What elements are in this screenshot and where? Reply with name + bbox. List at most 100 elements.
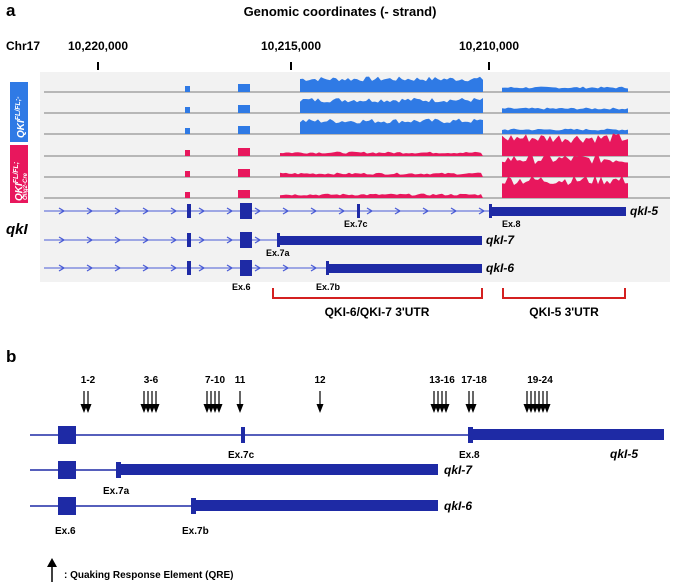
intron-direction-icon bbox=[226, 207, 234, 215]
coverage-profile bbox=[300, 76, 483, 92]
intron-direction-icon bbox=[394, 207, 402, 215]
coverage-profile bbox=[502, 107, 628, 113]
coverage-profile bbox=[300, 97, 483, 113]
qki7-exon-7a-start-b bbox=[116, 462, 121, 478]
coordinate-label-1: 10,220,000 bbox=[68, 39, 128, 53]
intron-direction-icon bbox=[114, 207, 122, 215]
group1-genotype: FL/FL;- bbox=[15, 96, 22, 120]
utr-bracket-qki5 bbox=[502, 288, 626, 299]
qre-arrow-head bbox=[152, 404, 160, 413]
qki5-exon-8 bbox=[490, 207, 626, 216]
intron-direction-icon bbox=[282, 264, 290, 272]
coverage-tracks bbox=[44, 76, 670, 199]
qre-group-label: 7-10 bbox=[205, 375, 225, 386]
coordinate-label-2: 10,215,000 bbox=[261, 39, 321, 53]
qre-arrow-head bbox=[236, 404, 244, 413]
qre-group-label: 1-2 bbox=[81, 375, 96, 386]
coverage-profile bbox=[280, 193, 483, 198]
utr-label-qki6-7: QKI-6/QKI-7 3'UTR bbox=[325, 305, 430, 319]
isoform-label-qki7-b: qkI-7 bbox=[444, 463, 473, 477]
intron-direction-icon bbox=[282, 207, 290, 215]
coverage-peak bbox=[238, 148, 250, 156]
qki6-exon-7b bbox=[327, 264, 482, 273]
exon-label-7a-b: Ex.7a bbox=[103, 486, 130, 497]
coverage-peak bbox=[185, 107, 190, 113]
qre-group-label: 11 bbox=[235, 375, 246, 386]
panel-a: a Genomic coordinates (- strand) Chr17 1… bbox=[6, 1, 670, 319]
intron-direction-icon bbox=[226, 264, 234, 272]
exon-label-8-b: Ex.8 bbox=[459, 450, 480, 461]
coverage-peak bbox=[238, 105, 250, 113]
qki5-exon-8-start bbox=[489, 204, 492, 218]
coverage-profile bbox=[502, 128, 628, 134]
qki5-exon-7c bbox=[357, 204, 360, 218]
intron-direction-icon bbox=[254, 236, 262, 244]
coverage-peak bbox=[185, 128, 190, 134]
qki6-exon-7b-b bbox=[195, 500, 438, 511]
coverage-profile bbox=[280, 151, 483, 156]
coverage-peak bbox=[238, 190, 250, 198]
intron-arrows bbox=[58, 207, 486, 272]
qki7-exon-6 bbox=[240, 232, 252, 248]
coverage-profile bbox=[502, 133, 628, 156]
isoform-label-qki6: qkI-6 bbox=[486, 261, 514, 275]
exon-label-7c-b: Ex.7c bbox=[228, 450, 255, 461]
coverage-peak bbox=[238, 169, 250, 177]
group2-label: QKIFL/FL; bbox=[13, 162, 25, 201]
qre-group-label: 12 bbox=[314, 375, 326, 386]
qki7-exon-7a bbox=[278, 236, 482, 245]
group2-cre-label: Olig2-Cre bbox=[23, 172, 29, 200]
group2-color-block bbox=[10, 145, 28, 203]
intron-direction-icon bbox=[226, 236, 234, 244]
exon-label-7b-b: Ex.7b bbox=[182, 526, 209, 537]
qki6-exon-small bbox=[187, 261, 191, 275]
intron-direction-icon bbox=[198, 264, 206, 272]
intron-direction-icon bbox=[254, 207, 262, 215]
gene-symbol: qkI bbox=[6, 221, 29, 238]
coverage-profile bbox=[280, 172, 483, 177]
isoform-label-qki6-b: qkI-6 bbox=[444, 499, 472, 513]
utr-bracket-qki6-7 bbox=[272, 288, 483, 299]
qre-group-label: 17-18 bbox=[461, 375, 487, 386]
legend-arrow-head bbox=[47, 558, 57, 567]
chromosome-label: Chr17 bbox=[6, 39, 40, 53]
intron-direction-icon bbox=[170, 264, 178, 272]
intron-direction-icon bbox=[142, 236, 150, 244]
coordinate-label-3: 10,210,000 bbox=[459, 39, 519, 53]
utr-label-qki5: QKI-5 3'UTR bbox=[529, 305, 599, 319]
intron-direction-icon bbox=[142, 207, 150, 215]
intron-direction-icon bbox=[58, 207, 66, 215]
isoform-label-qki7: qkI-7 bbox=[486, 233, 515, 247]
qki6-exon-6 bbox=[240, 260, 252, 276]
intron-direction-icon bbox=[114, 264, 122, 272]
group1-gene: QKI bbox=[16, 120, 27, 138]
qre-arrow-head bbox=[469, 404, 477, 413]
intron-direction-icon bbox=[310, 264, 318, 272]
qre-arrow-head bbox=[543, 404, 551, 413]
group2-gene: QKI bbox=[14, 183, 25, 201]
intron-direction-icon bbox=[310, 207, 318, 215]
qre-group-label: 3-6 bbox=[144, 375, 159, 386]
coverage-peak bbox=[185, 192, 190, 198]
exon-label-7c: Ex.7c bbox=[344, 219, 368, 229]
exon-label-6-b: Ex.6 bbox=[55, 526, 76, 537]
group1-color-block bbox=[10, 82, 28, 142]
intron-direction-icon bbox=[86, 236, 94, 244]
qre-arrows bbox=[80, 391, 551, 413]
intron-direction-icon bbox=[58, 264, 66, 272]
exon-label-7b: Ex.7b bbox=[316, 282, 341, 292]
coverage-peak bbox=[238, 126, 250, 134]
group2-genotype: FL/FL; bbox=[13, 162, 20, 183]
group1-label: QKIFL/FL;- bbox=[15, 96, 27, 138]
panel-b: b 1-2 3-6 7-10 11 12 13-16 17-18 19-24 E… bbox=[6, 347, 664, 582]
intron-direction-icon bbox=[338, 207, 346, 215]
intron-direction-icon bbox=[58, 236, 66, 244]
intron-direction-icon bbox=[450, 207, 458, 215]
qre-arrow-head bbox=[84, 404, 92, 413]
coverage-peak bbox=[185, 86, 190, 92]
qki6-exon-6-b bbox=[58, 497, 76, 515]
intron-direction-icon bbox=[254, 264, 262, 272]
qre-arrow-head bbox=[215, 404, 223, 413]
intron-direction-icon bbox=[86, 207, 94, 215]
